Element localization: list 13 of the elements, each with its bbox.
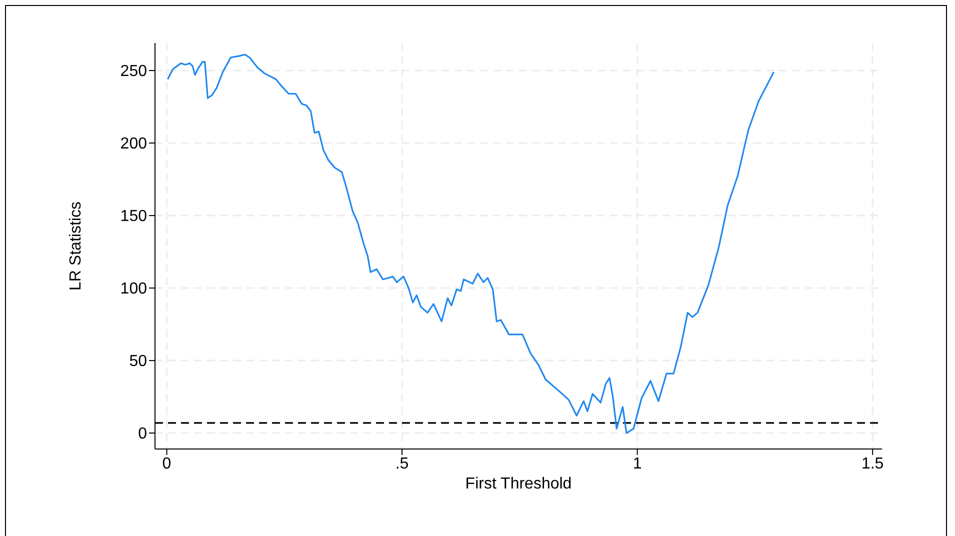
y-tick-label: 100	[120, 280, 148, 298]
x-tick-label: 1.5	[861, 455, 884, 472]
x-tick-label: 0	[162, 455, 172, 472]
x-tick-label: .5	[395, 455, 409, 472]
y-tick-label: 250	[120, 63, 148, 80]
line-series	[166, 54, 775, 434]
y-axis-title: LR Statistics	[68, 202, 85, 290]
y-tick-label: 0	[138, 426, 148, 443]
y-tick-label: 150	[120, 208, 148, 226]
x-tick-label: 1	[632, 455, 642, 472]
y-tick-label: 200	[120, 136, 148, 153]
x-axis-title: First Threshold	[465, 475, 572, 492]
y-tick-label: 50	[129, 353, 148, 370]
